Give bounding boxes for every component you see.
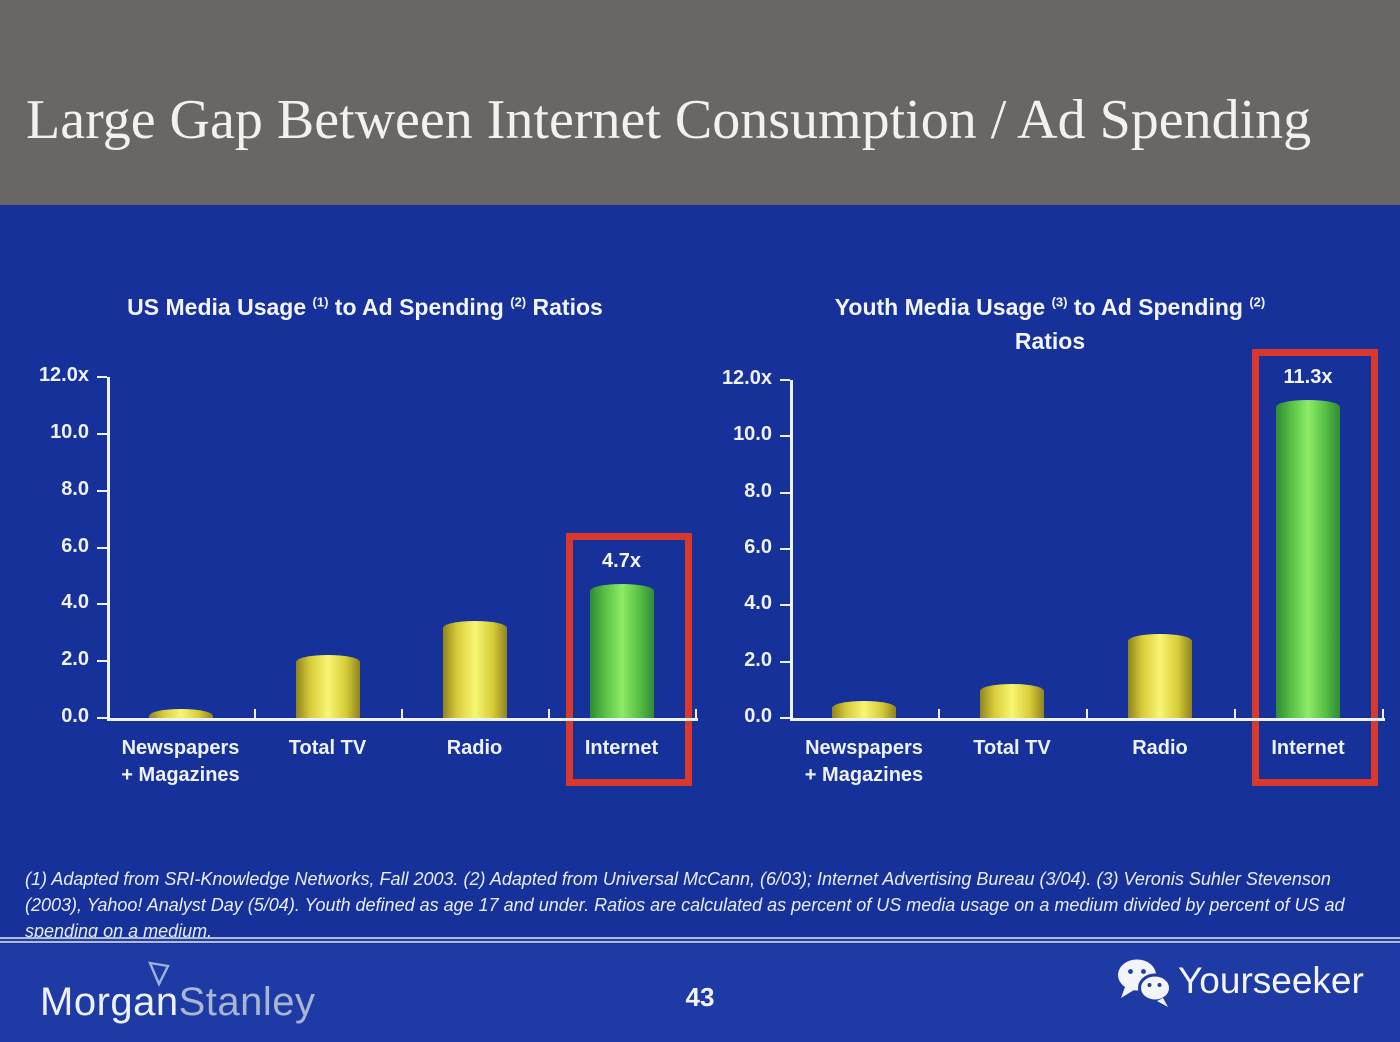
- youth-cat-tick-2: [1086, 709, 1088, 718]
- youth-y-tick-8.0: [780, 491, 790, 494]
- us-y-tick-4.0: [97, 603, 107, 606]
- youth-bar-internet: [1276, 399, 1340, 718]
- youth-y-tick-10.0: [780, 435, 790, 438]
- us-y-tick-label-8.0: 8.0: [61, 477, 89, 500]
- us-y-tick-2.0: [97, 660, 107, 663]
- youth-y-tick-12.0x: [780, 379, 790, 381]
- us-bar-total-tv: [295, 655, 360, 718]
- youth-highlight-box: [1252, 348, 1378, 786]
- us-cat-tick-2: [401, 709, 403, 718]
- youth-cat-label-newspapers: Newspapers + Magazines: [804, 737, 924, 786]
- youth-y-axis: [790, 380, 793, 721]
- us-y-tick-label-0.0: 0.0: [61, 705, 89, 727]
- us-bar-radio: [442, 621, 507, 718]
- youth-y-tick-2.0: [780, 660, 790, 663]
- us-y-tick-label-4.0: 4.0: [61, 591, 89, 614]
- us-y-tick-label-2.0: 2.0: [61, 648, 89, 671]
- youth-cat-label-total-tv: Total TV: [973, 737, 1051, 759]
- youth-y-tick-label-2.0: 2.0: [744, 648, 772, 671]
- us-y-tick-12.0x: [97, 376, 107, 378]
- yourseeker-brand: Yourseeker: [1178, 960, 1364, 1001]
- us-value-label-internet: 4.7x: [602, 550, 641, 573]
- youth-cat-tick-1: [938, 709, 940, 718]
- youth-bar-total-tv: [980, 684, 1044, 718]
- youth-cat-tick-3: [1234, 709, 1236, 718]
- youth-cat-label-radio: Radio: [1132, 737, 1188, 759]
- youth-bar-radio: [1128, 633, 1192, 718]
- youth-y-tick-label-8.0: 8.0: [744, 479, 772, 502]
- morgan-stanley-logo-morgan: Morgan: [40, 980, 179, 1024]
- us-y-axis: [107, 377, 110, 721]
- youth-cat-label-internet: Internet: [1271, 737, 1345, 759]
- youth-y-tick-label-12.0x: 12.0x: [721, 367, 772, 389]
- us-cat-label-radio: Radio: [446, 737, 503, 759]
- slide-title: Large Gap Between Internet Consumption /…: [26, 89, 1312, 151]
- us-y-tick-0.0: [97, 717, 107, 719]
- youth-y-tick-label-0.0: 0.0: [744, 705, 772, 727]
- youth-y-tick-label-10.0: 10.0: [733, 423, 772, 446]
- us-y-tick-label-10.0: 10.0: [50, 420, 89, 443]
- separator-line-bottom: [0, 941, 1400, 943]
- separator-line-top: [0, 937, 1400, 939]
- us-cat-tick-1: [254, 709, 256, 718]
- youth-y-tick-label-4.0: 4.0: [744, 592, 772, 615]
- us-cat-label-newspapers: Newspapers + Magazines: [121, 737, 240, 786]
- page-number: 43: [685, 982, 715, 1012]
- slide-header: [0, 0, 1400, 205]
- us-y-tick-8.0: [97, 489, 107, 492]
- youth-cat-tick-4: [1382, 709, 1384, 718]
- us-cat-tick-3: [548, 709, 550, 718]
- separator-line-gap: [0, 939, 1400, 941]
- us-cat-label-total-tv: Total TV: [288, 737, 367, 759]
- us-chart-title: US Media Usage (1) to Ad Spending (2) Ra…: [127, 294, 603, 320]
- footnote: (1) Adapted from SRI-Knowledge Networks,…: [25, 869, 1345, 941]
- youth-bar-newspapers: [832, 701, 896, 718]
- us-highlight-box: [565, 533, 692, 786]
- us-bar-internet: [589, 584, 654, 718]
- youth-y-tick-0.0: [780, 717, 790, 719]
- youth-y-tick-label-6.0: 6.0: [744, 536, 772, 558]
- us-y-tick-label-12.0x: 12.0x: [38, 364, 89, 386]
- us-y-tick-10.0: [97, 432, 107, 435]
- us-y-tick-6.0: [97, 546, 107, 549]
- us-x-axis: [107, 718, 698, 721]
- morgan-stanley-logo: MorganStanley: [40, 980, 316, 1025]
- wechat-icon: [1118, 959, 1172, 1007]
- youth-y-tick-4.0: [780, 604, 790, 607]
- us-bar-newspapers: [148, 709, 213, 718]
- morgan-stanley-logo-stanley: Stanley: [178, 980, 316, 1024]
- youth-chart-title: Youth Media Usage (3) to Ad Spending (2)…: [834, 294, 1266, 354]
- us-y-tick-label-6.0: 6.0: [61, 534, 89, 557]
- youth-x-axis: [790, 718, 1385, 721]
- youth-y-tick-6.0: [780, 548, 790, 550]
- youth-value-label-internet: 11.3x: [1283, 365, 1333, 388]
- us-cat-label-internet: Internet: [584, 737, 659, 759]
- morgan-stanley-triangle-icon: [148, 961, 170, 987]
- us-cat-tick-4: [695, 709, 697, 718]
